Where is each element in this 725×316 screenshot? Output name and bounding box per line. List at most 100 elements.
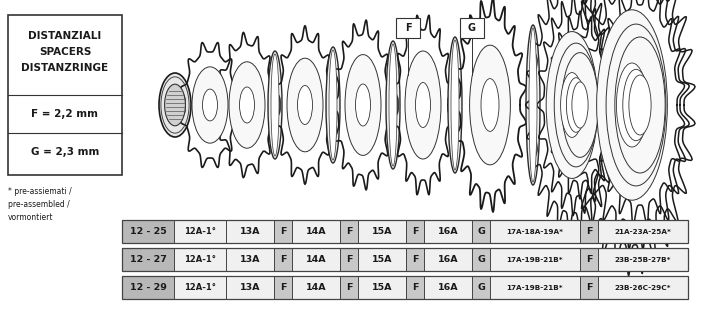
Text: 17A-19B-21B*: 17A-19B-21B* bbox=[507, 284, 563, 290]
FancyBboxPatch shape bbox=[274, 248, 292, 271]
Ellipse shape bbox=[268, 51, 282, 159]
Ellipse shape bbox=[202, 89, 217, 121]
FancyBboxPatch shape bbox=[358, 276, 406, 299]
Text: 21A-23A-25A*: 21A-23A-25A* bbox=[615, 228, 671, 234]
FancyBboxPatch shape bbox=[580, 220, 598, 243]
FancyBboxPatch shape bbox=[472, 220, 490, 243]
Polygon shape bbox=[181, 43, 239, 167]
Polygon shape bbox=[276, 26, 335, 184]
Text: F = 2,2 mm: F = 2,2 mm bbox=[31, 109, 99, 119]
Text: 15A: 15A bbox=[372, 227, 392, 236]
FancyBboxPatch shape bbox=[424, 248, 472, 271]
Text: DISTANZIALI: DISTANZIALI bbox=[28, 31, 102, 41]
Text: G: G bbox=[477, 283, 485, 292]
Text: F: F bbox=[405, 23, 411, 33]
Ellipse shape bbox=[597, 10, 667, 200]
Polygon shape bbox=[537, 0, 615, 216]
Ellipse shape bbox=[165, 84, 186, 126]
FancyBboxPatch shape bbox=[580, 248, 598, 271]
Polygon shape bbox=[583, 0, 689, 249]
Text: 15A: 15A bbox=[372, 283, 392, 292]
Polygon shape bbox=[547, 11, 613, 199]
Polygon shape bbox=[453, 0, 526, 212]
FancyBboxPatch shape bbox=[424, 276, 472, 299]
Ellipse shape bbox=[415, 82, 431, 127]
FancyBboxPatch shape bbox=[174, 220, 226, 243]
Ellipse shape bbox=[329, 50, 337, 160]
Text: F: F bbox=[280, 283, 286, 292]
FancyBboxPatch shape bbox=[490, 276, 580, 299]
FancyBboxPatch shape bbox=[396, 18, 420, 38]
FancyBboxPatch shape bbox=[274, 276, 292, 299]
Text: G: G bbox=[477, 227, 485, 236]
FancyBboxPatch shape bbox=[8, 15, 122, 175]
Ellipse shape bbox=[229, 62, 265, 148]
Text: 14A: 14A bbox=[306, 255, 326, 264]
Polygon shape bbox=[217, 32, 277, 178]
Ellipse shape bbox=[287, 58, 323, 152]
Text: 14A: 14A bbox=[306, 283, 326, 292]
FancyBboxPatch shape bbox=[490, 220, 580, 243]
FancyBboxPatch shape bbox=[580, 276, 598, 299]
Text: 13A: 13A bbox=[240, 227, 260, 236]
Text: * pre-assiemati /: * pre-assiemati / bbox=[8, 187, 72, 196]
Text: F: F bbox=[412, 283, 418, 292]
Text: G = 2,3 mm: G = 2,3 mm bbox=[30, 147, 99, 157]
Text: 16A: 16A bbox=[438, 255, 458, 264]
Text: 12A-1°: 12A-1° bbox=[184, 283, 216, 292]
Text: pre-assembled /: pre-assembled / bbox=[8, 200, 70, 209]
Polygon shape bbox=[333, 20, 393, 190]
Ellipse shape bbox=[470, 45, 510, 165]
FancyBboxPatch shape bbox=[122, 220, 174, 243]
Text: 16A: 16A bbox=[438, 283, 458, 292]
FancyBboxPatch shape bbox=[292, 248, 340, 271]
Text: 16A: 16A bbox=[438, 227, 458, 236]
Text: F: F bbox=[586, 283, 592, 292]
Ellipse shape bbox=[481, 79, 499, 131]
FancyBboxPatch shape bbox=[274, 220, 292, 243]
Text: 12 - 27: 12 - 27 bbox=[130, 255, 167, 264]
Ellipse shape bbox=[355, 84, 370, 126]
FancyBboxPatch shape bbox=[226, 220, 274, 243]
FancyBboxPatch shape bbox=[406, 220, 424, 243]
Text: 12 - 29: 12 - 29 bbox=[130, 283, 167, 292]
Text: 13A: 13A bbox=[240, 283, 260, 292]
Ellipse shape bbox=[345, 55, 381, 155]
Text: 17A-19B-21B*: 17A-19B-21B* bbox=[507, 257, 563, 263]
FancyBboxPatch shape bbox=[122, 248, 174, 271]
Ellipse shape bbox=[389, 44, 397, 166]
Ellipse shape bbox=[451, 40, 459, 170]
Polygon shape bbox=[393, 15, 453, 195]
Text: F: F bbox=[412, 255, 418, 264]
FancyBboxPatch shape bbox=[490, 248, 580, 271]
Text: G: G bbox=[468, 23, 476, 33]
Text: 14A: 14A bbox=[306, 227, 326, 236]
FancyBboxPatch shape bbox=[598, 248, 688, 271]
FancyBboxPatch shape bbox=[472, 248, 490, 271]
Ellipse shape bbox=[562, 53, 598, 157]
Ellipse shape bbox=[159, 73, 191, 137]
Polygon shape bbox=[526, 0, 618, 236]
Text: 12A-1°: 12A-1° bbox=[184, 255, 216, 264]
FancyBboxPatch shape bbox=[226, 276, 274, 299]
Text: 23B-25B-27B*: 23B-25B-27B* bbox=[615, 257, 671, 263]
FancyBboxPatch shape bbox=[358, 220, 406, 243]
Text: F: F bbox=[346, 255, 352, 264]
FancyBboxPatch shape bbox=[598, 220, 688, 243]
FancyBboxPatch shape bbox=[340, 276, 358, 299]
Ellipse shape bbox=[572, 82, 588, 128]
Ellipse shape bbox=[239, 87, 254, 123]
Text: 13A: 13A bbox=[240, 255, 260, 264]
Ellipse shape bbox=[566, 78, 586, 132]
Text: F: F bbox=[412, 227, 418, 236]
FancyBboxPatch shape bbox=[340, 220, 358, 243]
FancyBboxPatch shape bbox=[358, 248, 406, 271]
Ellipse shape bbox=[448, 37, 462, 173]
Ellipse shape bbox=[615, 37, 665, 173]
Text: G: G bbox=[477, 255, 485, 264]
Text: SPACERS: SPACERS bbox=[39, 47, 91, 57]
FancyBboxPatch shape bbox=[598, 276, 688, 299]
Polygon shape bbox=[568, 0, 695, 276]
Ellipse shape bbox=[560, 73, 584, 137]
Ellipse shape bbox=[554, 43, 597, 167]
